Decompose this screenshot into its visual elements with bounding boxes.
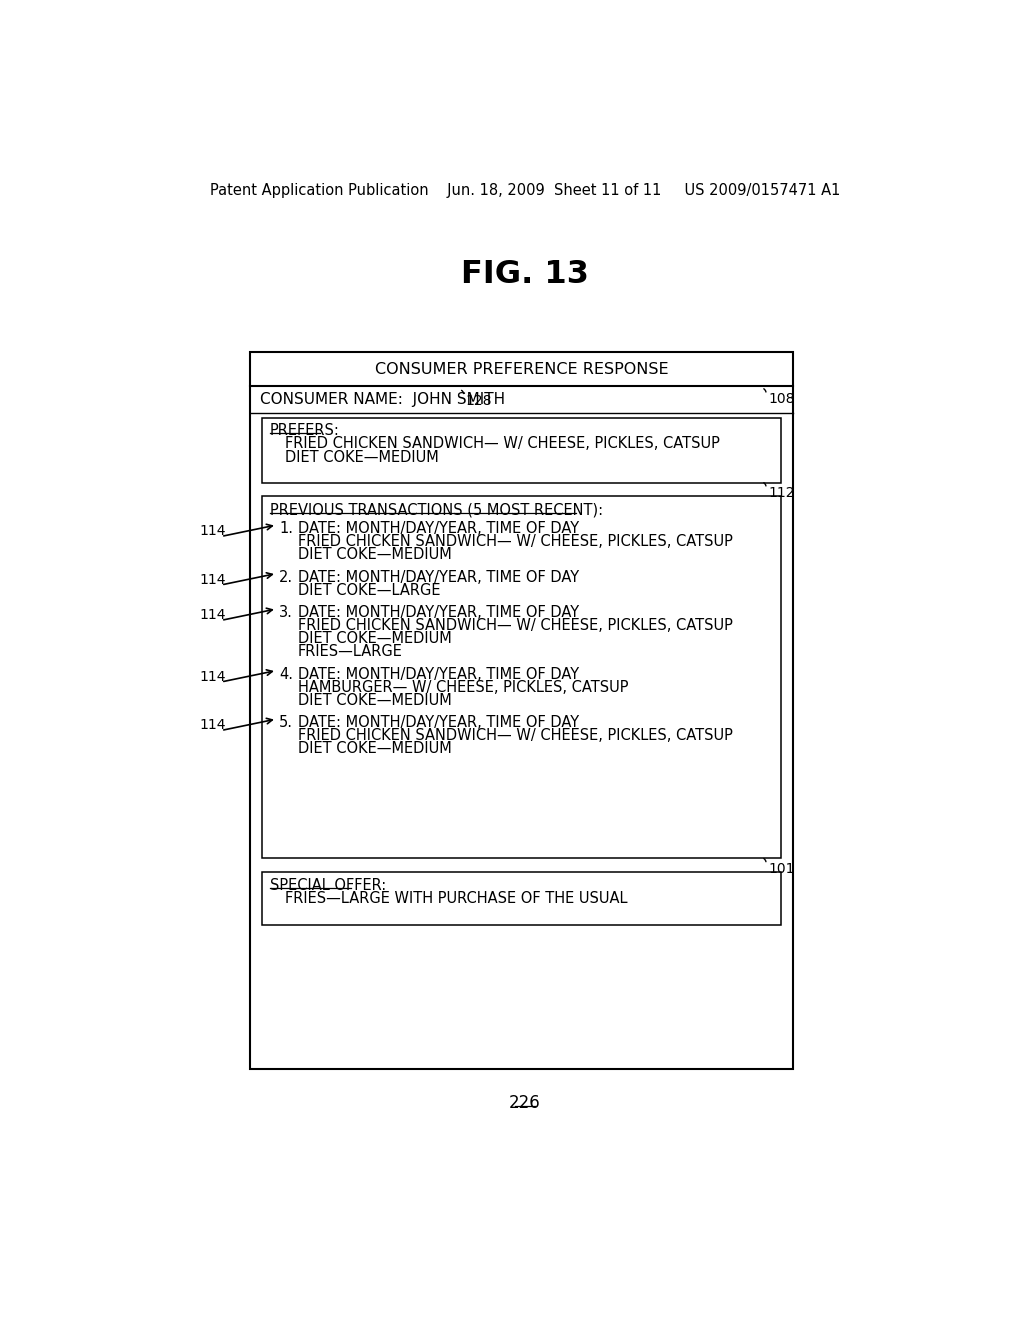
Text: 2.: 2. [280, 570, 293, 585]
Text: 3.: 3. [280, 605, 293, 620]
Text: DATE: MONTH/DAY/YEAR, TIME OF DAY: DATE: MONTH/DAY/YEAR, TIME OF DAY [298, 667, 579, 681]
Text: PREFERS:: PREFERS: [270, 424, 340, 438]
Text: DIET COKE—MEDIUM: DIET COKE—MEDIUM [298, 742, 452, 756]
Text: CONSUMER NAME:  JOHN SMITH: CONSUMER NAME: JOHN SMITH [260, 392, 505, 407]
Text: 226: 226 [509, 1094, 541, 1111]
Text: CONSUMER PREFERENCE RESPONSE: CONSUMER PREFERENCE RESPONSE [375, 362, 669, 378]
Text: FRIED CHICKEN SANDWICH— W/ CHEESE, PICKLES, CATSUP: FRIED CHICKEN SANDWICH— W/ CHEESE, PICKL… [286, 437, 720, 451]
Bar [262, 873, 781, 924]
Text: PREVIOUS TRANSACTIONS (5 MOST RECENT):: PREVIOUS TRANSACTIONS (5 MOST RECENT): [270, 503, 603, 517]
Text: DATE: MONTH/DAY/YEAR, TIME OF DAY: DATE: MONTH/DAY/YEAR, TIME OF DAY [298, 521, 579, 536]
Text: 1.: 1. [280, 521, 293, 536]
Text: DIET COKE—MEDIUM: DIET COKE—MEDIUM [298, 631, 452, 647]
Text: 114: 114 [200, 718, 226, 733]
Bar [262, 418, 781, 483]
Text: 114: 114 [200, 609, 226, 622]
Text: 4.: 4. [280, 667, 293, 681]
Text: FRIED CHICKEN SANDWICH— W/ CHEESE, PICKLES, CATSUP: FRIED CHICKEN SANDWICH— W/ CHEESE, PICKL… [298, 618, 732, 634]
Text: DATE: MONTH/DAY/YEAR, TIME OF DAY: DATE: MONTH/DAY/YEAR, TIME OF DAY [298, 570, 579, 585]
Text: 114: 114 [200, 669, 226, 684]
Text: 128: 128 [466, 395, 493, 408]
Text: DIET COKE—MEDIUM: DIET COKE—MEDIUM [298, 548, 452, 562]
Bar [251, 352, 793, 1069]
Text: DIET COKE—LARGE: DIET COKE—LARGE [298, 582, 440, 598]
Text: 5.: 5. [280, 715, 293, 730]
Text: FRIED CHICKEN SANDWICH— W/ CHEESE, PICKLES, CATSUP: FRIED CHICKEN SANDWICH— W/ CHEESE, PICKL… [298, 729, 732, 743]
Text: 112: 112 [768, 487, 795, 500]
Text: 101: 101 [768, 862, 795, 876]
Text: DATE: MONTH/DAY/YEAR, TIME OF DAY: DATE: MONTH/DAY/YEAR, TIME OF DAY [298, 605, 579, 620]
Bar [262, 496, 781, 858]
Text: 114: 114 [200, 524, 226, 539]
Text: DIET COKE—MEDIUM: DIET COKE—MEDIUM [286, 450, 439, 465]
Text: FRIES—LARGE WITH PURCHASE OF THE USUAL: FRIES—LARGE WITH PURCHASE OF THE USUAL [286, 891, 628, 907]
Text: DATE: MONTH/DAY/YEAR, TIME OF DAY: DATE: MONTH/DAY/YEAR, TIME OF DAY [298, 715, 579, 730]
Text: SPECIAL OFFER:: SPECIAL OFFER: [270, 878, 386, 894]
Text: FRIED CHICKEN SANDWICH— W/ CHEESE, PICKLES, CATSUP: FRIED CHICKEN SANDWICH— W/ CHEESE, PICKL… [298, 535, 732, 549]
Text: HAMBURGER— W/ CHEESE, PICKLES, CATSUP: HAMBURGER— W/ CHEESE, PICKLES, CATSUP [298, 680, 629, 694]
Text: 114: 114 [200, 573, 226, 586]
Text: Patent Application Publication    Jun. 18, 2009  Sheet 11 of 11     US 2009/0157: Patent Application Publication Jun. 18, … [210, 183, 840, 198]
Text: 108: 108 [768, 392, 795, 407]
Text: FIG. 13: FIG. 13 [461, 259, 589, 289]
Text: DIET COKE—MEDIUM: DIET COKE—MEDIUM [298, 693, 452, 708]
Text: FRIES—LARGE: FRIES—LARGE [298, 644, 402, 659]
